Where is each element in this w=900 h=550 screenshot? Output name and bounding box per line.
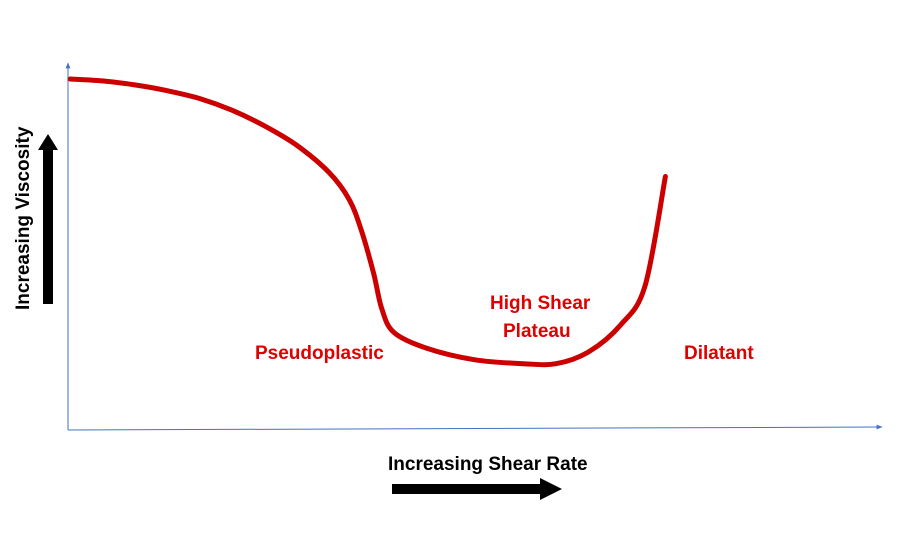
plateau-label: Plateau bbox=[503, 321, 571, 342]
y-axis-label: Increasing Viscosity bbox=[13, 126, 34, 310]
x-direction-arrow-icon bbox=[392, 478, 562, 500]
y-direction-arrow-icon bbox=[38, 134, 58, 304]
dilatant-label: Dilatant bbox=[684, 343, 754, 364]
high-shear-label: High Shear bbox=[490, 293, 591, 314]
x-axis bbox=[67, 424, 883, 431]
viscosity-curve bbox=[67, 76, 668, 368]
pseudoplastic-label: Pseudoplastic bbox=[255, 343, 384, 364]
x-axis-label: Increasing Shear Rate bbox=[388, 454, 588, 475]
